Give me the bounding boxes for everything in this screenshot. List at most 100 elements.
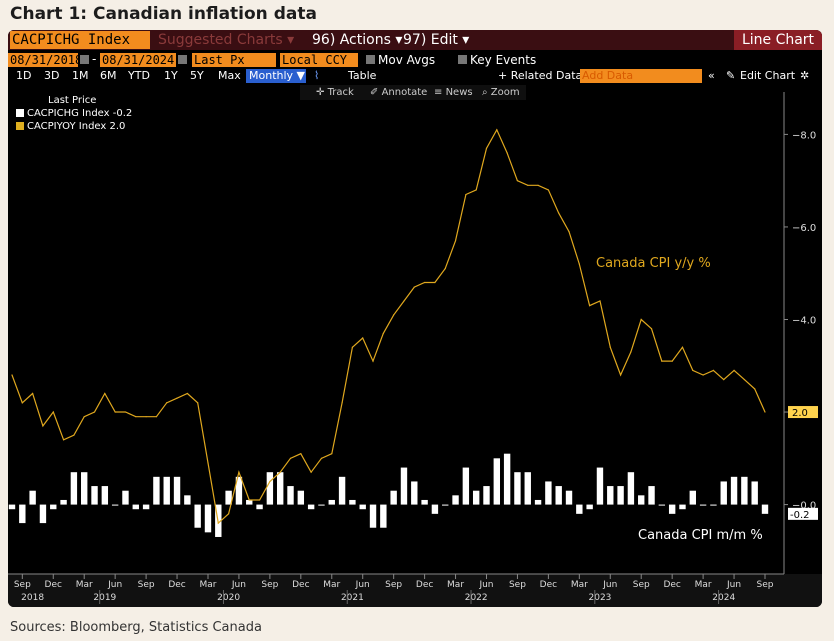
ticker-input[interactable]: CACPICHG Index (10, 31, 150, 49)
x-tick-label: Sep (138, 580, 155, 590)
yoy-point (186, 392, 188, 395)
calendar-icon[interactable] (80, 55, 89, 64)
yoy-point (413, 286, 415, 288)
yoy-point (73, 434, 75, 436)
yoy-point (754, 388, 756, 390)
field-select[interactable]: Last Px (192, 53, 276, 67)
mom-bar (638, 495, 645, 505)
yoy-point (485, 147, 488, 149)
yoy-point (465, 193, 467, 196)
mom-bar (380, 504, 387, 528)
range-button[interactable]: 1M (72, 69, 89, 82)
add-data-input[interactable]: Add Data (580, 69, 702, 83)
last-yoy-marker (788, 406, 818, 419)
end-date-input[interactable]: 08/31/2024 (100, 53, 176, 67)
mom-bar (50, 504, 57, 510)
range-button[interactable]: 3D (44, 69, 60, 82)
yoy-point (176, 397, 178, 399)
chart-type-label: Line Chart (734, 30, 822, 50)
range-button[interactable]: Max (218, 69, 241, 82)
yoy-point (300, 453, 302, 455)
yoy-point (640, 318, 642, 321)
mom-bar (720, 481, 727, 505)
annotation-yoy: Canada CPI y/y % (596, 256, 711, 271)
pencil-icon[interactable]: ✎ (726, 69, 736, 82)
x-tick-label: Dec (540, 580, 557, 590)
yoy-point (145, 416, 147, 418)
mom-bar (514, 472, 521, 505)
mom-bar (710, 504, 717, 506)
zoom-tool[interactable]: ⌕ Zoom (482, 87, 520, 98)
yoy-point (434, 281, 436, 284)
last-yoy-label: 2.0 (792, 408, 808, 419)
title-bar: CACPICHG Index Suggested Charts ▾ 96) Ac… (8, 30, 822, 50)
mom-bar (246, 499, 253, 505)
yoy-point (331, 453, 333, 455)
currency-select[interactable]: Local CCY (280, 53, 358, 67)
track-tool[interactable]: ✛ Track (316, 87, 354, 98)
mom-bar (328, 499, 335, 505)
range-button[interactable]: 6M (100, 69, 117, 82)
mom-bar (761, 504, 769, 514)
suggested-charts-menu[interactable]: Suggested Charts ▾ (158, 32, 295, 48)
yoy-point (475, 189, 477, 191)
key-events-checkbox[interactable] (458, 55, 467, 64)
yoy-point (21, 402, 23, 404)
y-tick-label: −6.0 (792, 223, 816, 234)
bloomberg-terminal-window: CACPICHG Index Suggested Charts ▾ 96) Ac… (8, 30, 822, 607)
yoy-point (516, 180, 519, 182)
x-axis-band (8, 574, 822, 607)
x-tick-label: Jun (726, 580, 741, 590)
x-tick-label: Mar (447, 580, 464, 590)
x-tick-label: Dec (292, 580, 309, 590)
x-tick-label: Mar (199, 580, 216, 590)
table-button[interactable]: Table (348, 69, 377, 82)
start-date-input[interactable]: 08/31/2018 (8, 53, 83, 67)
annotate-tool[interactable]: ✐ Annotate (370, 87, 428, 98)
edit-menu[interactable]: 97) Edit ▾ (403, 32, 470, 48)
yoy-point (238, 471, 240, 473)
x-tick-label: Dec (663, 580, 680, 590)
year-label: 2020 (217, 593, 240, 603)
yoy-point (104, 392, 106, 395)
mom-bar (194, 504, 201, 528)
mom-bar (421, 499, 428, 505)
yoy-point (393, 314, 395, 316)
mom-bar (60, 499, 67, 505)
calendar-icon[interactable] (178, 55, 187, 64)
yoy-point (619, 374, 622, 376)
yoy-point (537, 184, 539, 186)
yoy-point (527, 184, 529, 186)
gear-icon[interactable]: ✲ (800, 69, 810, 82)
mom-bar (679, 504, 686, 510)
mom-bar (534, 499, 542, 505)
line-chart-icon[interactable]: ⌇ (314, 69, 320, 82)
mom-bar (617, 486, 624, 505)
mov-avgs-checkbox[interactable] (366, 55, 375, 64)
frequency-select[interactable]: Monthly ▼ (246, 69, 306, 83)
collapse-icon[interactable]: « (708, 69, 715, 82)
yoy-point (692, 369, 694, 371)
x-tick-label: Sep (509, 580, 526, 590)
legend-item-mom: CACPICHG Index -0.2 (16, 108, 132, 119)
range-bar: 1D 3D 1M 6M YTD 1Y 5Y Max Monthly ▼ ⌇ Ta… (8, 68, 822, 84)
mom-bar (235, 476, 243, 505)
actions-menu[interactable]: 96) Actions ▾ (312, 32, 403, 48)
mom-bar (576, 504, 583, 514)
mom-bar (70, 472, 78, 505)
related-data-button[interactable]: + Related Data (498, 69, 583, 82)
yoy-point (83, 416, 85, 418)
range-button[interactable]: 1Y (164, 69, 178, 82)
range-button[interactable]: YTD (128, 69, 150, 82)
y-tick-label: −4.0 (792, 315, 816, 326)
mom-bar (8, 504, 16, 510)
yoy-point (279, 471, 281, 473)
news-tool[interactable]: ≡ News (434, 87, 473, 98)
range-button[interactable]: 5Y (190, 69, 204, 82)
x-tick-label: Sep (385, 580, 402, 590)
range-button[interactable]: 1D (16, 69, 32, 82)
mom-bar (699, 504, 707, 506)
edit-chart-button[interactable]: Edit Chart (740, 69, 796, 82)
yoy-point (444, 267, 446, 270)
yoy-point (650, 328, 653, 330)
